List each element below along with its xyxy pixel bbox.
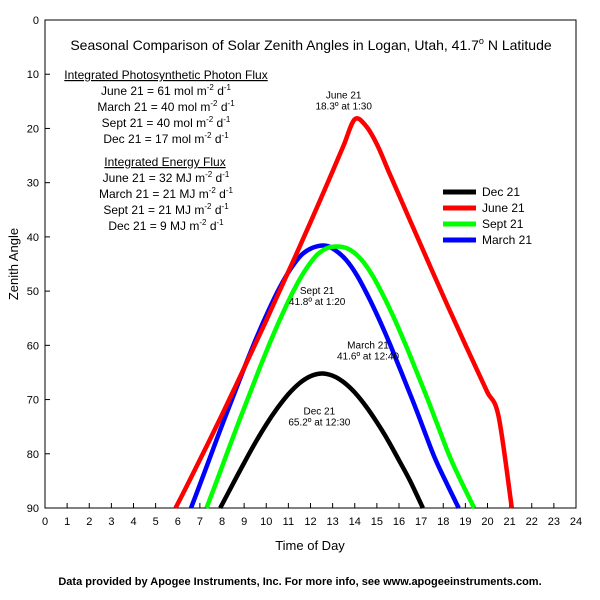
y-axis-label: Zenith Angle — [6, 228, 21, 300]
series-line-sept-21 — [204, 244, 477, 509]
peak-annotation: 65.2º at 12:30 — [288, 418, 350, 429]
x-tick-label: 0 — [42, 516, 48, 528]
x-tick-label: 11 — [283, 516, 294, 528]
flux-line: Sept 21 = 21 MJ m-2 d-1 — [103, 202, 229, 217]
footer-credit: Data provided by Apogee Instruments, Inc… — [58, 576, 542, 588]
legend-label: Sept 21 — [482, 217, 524, 231]
flux-line: March 21 = 21 MJ m-2 d-1 — [99, 186, 234, 201]
x-tick-label: 17 — [415, 516, 427, 528]
legend-label: March 21 — [482, 233, 532, 247]
flux-line: Dec 21 = 17 mol m-2 d-1 — [103, 131, 229, 146]
x-tick-label: 5 — [153, 516, 159, 528]
x-tick-label: 1 — [64, 516, 70, 528]
x-tick-label: 3 — [108, 516, 114, 528]
x-tick-label: 18 — [437, 516, 449, 528]
x-axis-label: Time of Day — [275, 538, 345, 553]
flux-line: June 21 = 61 mol m-2 d-1 — [101, 83, 232, 98]
flux-notes: Integrated Photosynthetic Photon Flux Ju… — [64, 68, 267, 233]
x-tick-label: 16 — [393, 516, 405, 528]
y-tick-label: 10 — [27, 69, 39, 81]
peak-annotation: 41.6º at 12:40 — [337, 352, 399, 363]
y-tick-label: 0 — [33, 15, 39, 27]
x-tick-label: 12 — [304, 516, 316, 528]
flux-line: June 21 = 32 MJ m-2 d-1 — [103, 170, 230, 185]
ppf-heading: Integrated Photosynthetic Photon Flux — [64, 68, 267, 82]
peak-annotation: June 21 — [326, 91, 362, 102]
y-tick-label: 50 — [27, 286, 39, 298]
x-tick-label: 23 — [548, 516, 560, 528]
x-tick-label: 6 — [175, 516, 181, 528]
axis-ticks: 0 1 2 3 4 5 6 7 8 9 10 11 12 13 14 15 16 17 18 19 20 21 22 23 24… — [27, 15, 582, 528]
y-tick-label: 20 — [27, 123, 39, 135]
series-line-dec-21 — [218, 371, 425, 510]
legend-label: Dec 21 — [482, 185, 520, 199]
x-tick-label: 9 — [241, 516, 247, 528]
y-tick-label: 40 — [27, 232, 39, 244]
y-tick-label: 90 — [27, 503, 39, 515]
x-tick-label: 2 — [86, 516, 92, 528]
x-tick-label: 24 — [570, 516, 582, 528]
x-tick-label: 22 — [526, 516, 538, 528]
legend: Dec 21 June 21 Sept 21 March 21 — [443, 185, 532, 247]
peak-annotation: Dec 21 — [304, 407, 336, 418]
y-tick-label: 80 — [27, 449, 39, 461]
peak-annotation: 41.8º at 1:20 — [289, 297, 346, 308]
series-layer — [173, 116, 515, 510]
x-tick-label: 8 — [219, 516, 225, 528]
x-tick-label: 10 — [260, 516, 272, 528]
peak-annotation: Sept 21 — [300, 286, 335, 297]
y-tick-label: 60 — [27, 340, 39, 352]
y-tick-label: 70 — [27, 395, 39, 407]
x-tick-label: 15 — [371, 516, 383, 528]
x-tick-label: 19 — [459, 516, 471, 528]
x-tick-label: 14 — [349, 516, 361, 528]
peak-annotation: 18.3º at 1:30 — [315, 102, 372, 113]
x-tick-label: 13 — [327, 516, 339, 528]
x-tick-label: 4 — [130, 516, 136, 528]
x-tick-label: 20 — [481, 516, 493, 528]
flux-line: Dec 21 = 9 MJ m-2 d-1 — [108, 218, 224, 233]
chart-title: Seasonal Comparison of Solar Zenith Angl… — [70, 36, 552, 53]
x-tick-label: 21 — [504, 516, 516, 528]
flux-line: Sept 21 = 40 mol m-2 d-1 — [102, 115, 231, 130]
peak-annotation: March 21 — [347, 341, 389, 352]
energy-heading: Integrated Energy Flux — [104, 155, 225, 169]
flux-line: March 21 = 40 mol m-2 d-1 — [97, 99, 235, 114]
x-tick-label: 7 — [197, 516, 203, 528]
legend-label: June 21 — [482, 201, 525, 215]
series-line-june-21 — [173, 116, 515, 510]
y-tick-label: 30 — [27, 178, 39, 190]
